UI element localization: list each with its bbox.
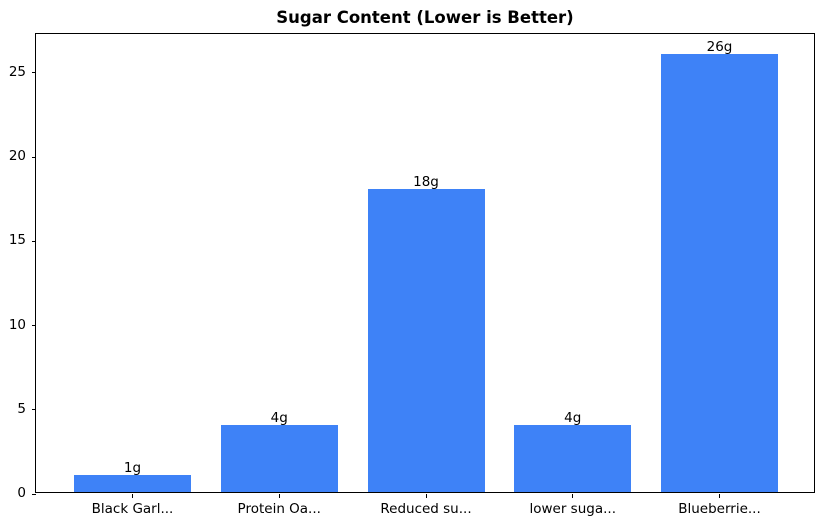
y-axis-tick-label: 0 [17, 485, 26, 501]
x-axis-tick-mark [132, 494, 133, 498]
chart-title: Sugar Content (Lower is Better) [276, 8, 574, 27]
bar-4 [514, 424, 632, 492]
x-axis-category-label: Blueberrie... [678, 501, 761, 517]
x-axis-category-label: Protein Oa... [237, 501, 321, 517]
bar-5 [661, 53, 778, 492]
y-axis-tick-label: 15 [8, 232, 26, 249]
y-axis-tick-label: 10 [8, 316, 26, 333]
x-axis-category-label: Reduced su... [380, 501, 472, 517]
bar-value-label: 1g [123, 460, 142, 477]
bar-value-label: 4g [564, 409, 582, 426]
x-axis-tick-mark [425, 494, 427, 498]
y-axis-tick-mark [32, 409, 36, 411]
y-axis-tick-mark [32, 156, 36, 158]
bar-value-label: 26g [706, 38, 733, 55]
plot-area: 0 5 10 15 20 25 1g Black Garl... 4g Protein Oa...… [9, 33, 815, 517]
x-axis-tick-mark [719, 494, 720, 498]
bar-value-label: 4g [270, 409, 288, 426]
x-axis-tick-mark [278, 494, 280, 498]
bar-2 [220, 424, 338, 492]
y-axis-tick-label: 5 [17, 400, 26, 417]
y-axis-tick-label: 25 [8, 63, 26, 80]
x-axis-category-label: lower suga... [529, 501, 616, 517]
x-axis-category-label: Black Garl... [91, 501, 174, 517]
y-axis-tick-mark [32, 325, 36, 326]
bar-value-label: 18g [413, 173, 439, 190]
y-axis-tick-label: 20 [8, 148, 26, 164]
y-axis-tick-mark [32, 72, 36, 74]
y-axis-tick-mark [32, 493, 36, 495]
x-axis-tick-mark [572, 494, 574, 498]
y-axis-tick-mark [32, 240, 36, 242]
bar-1 [74, 475, 191, 492]
bar-3 [367, 188, 485, 492]
